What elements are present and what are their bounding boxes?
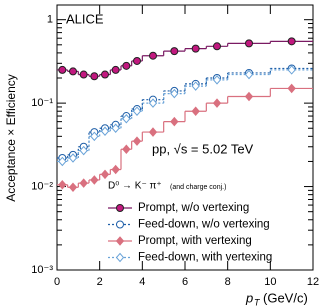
x-tick-label: 12 [307, 276, 319, 288]
marker [68, 153, 78, 163]
decay-note: (and charge conj.) [170, 184, 226, 191]
legend-marker [115, 236, 125, 246]
x-tick-label: 2 [97, 276, 103, 288]
legend-label: Prompt, with vertexing [138, 235, 252, 247]
marker [111, 123, 120, 134]
marker [90, 131, 99, 142]
y-tick-label: 10⁻¹ [31, 97, 53, 109]
marker [287, 83, 296, 94]
y-tick-label: 10⁻² [31, 180, 53, 192]
marker [122, 61, 131, 70]
legend-marker [116, 220, 124, 229]
marker [191, 106, 200, 116]
marker [79, 145, 88, 156]
x-axis-label-unit: (GeV/c) [263, 290, 308, 305]
marker [149, 51, 157, 60]
marker [245, 39, 253, 48]
decay-label: D⁰ → K⁻ π⁺ [108, 181, 162, 192]
marker [170, 47, 179, 56]
marker [90, 175, 99, 185]
x-tick-label: 4 [139, 276, 145, 288]
marker [170, 116, 179, 127]
x-axis-label-sub: T [254, 297, 261, 307]
marker [244, 69, 254, 80]
marker [111, 164, 120, 175]
series [57, 83, 313, 193]
x-tick-label: 8 [225, 276, 231, 288]
marker [213, 42, 221, 51]
y-tick-label: 1 [47, 14, 53, 26]
marker [69, 67, 77, 76]
marker [170, 88, 179, 99]
marker [132, 136, 142, 146]
legend-label: Feed-down, with vertexing [138, 252, 272, 264]
marker [79, 70, 88, 79]
marker [148, 98, 158, 108]
x-tick-label: 10 [264, 276, 276, 288]
marker [122, 144, 131, 155]
series [57, 65, 313, 167]
legend-label: Feed-down, w/o vertexing [138, 219, 270, 231]
experiment-label: ALICE [66, 11, 104, 26]
marker [122, 113, 131, 124]
y-axis-label: Acceptance × Efficiency [4, 74, 18, 202]
marker [132, 106, 142, 116]
marker [68, 182, 78, 193]
series [57, 37, 313, 81]
marker [100, 169, 110, 180]
marker [58, 65, 67, 74]
marker [212, 98, 222, 108]
marker [148, 127, 158, 137]
marker [58, 156, 67, 167]
x-tick-label: 0 [54, 276, 60, 288]
marker [287, 37, 296, 46]
marker [287, 65, 296, 75]
marker [133, 56, 141, 65]
x-tick-label: 6 [182, 276, 188, 288]
marker [101, 70, 109, 79]
x-axis-label: p [245, 290, 253, 305]
marker [58, 180, 67, 190]
marker [191, 44, 200, 53]
marker [212, 75, 222, 85]
legend-label: Prompt, w/o vertexing [138, 202, 249, 214]
system-label: pp, √s = 5.02 TeV [152, 141, 254, 156]
marker [79, 178, 88, 188]
marker [191, 81, 200, 91]
y-tick-label: 10⁻³ [31, 264, 53, 276]
marker [244, 91, 254, 102]
legend-marker [115, 252, 125, 263]
legend-marker [116, 204, 124, 212]
marker [100, 126, 110, 137]
marker [111, 65, 120, 74]
marker [90, 72, 99, 81]
